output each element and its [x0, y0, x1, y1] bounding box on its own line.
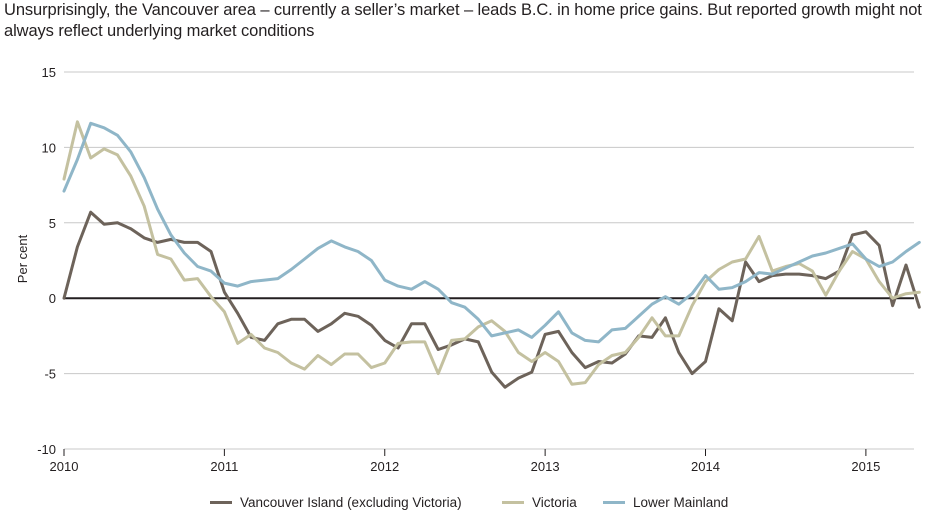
- y-tick-label: 10: [42, 140, 56, 155]
- legend-label-victoria: Victoria: [532, 494, 577, 510]
- legend-item-lower-mainland: Lower Mainland: [603, 491, 728, 513]
- legend-swatch-lower-mainland: [603, 500, 625, 504]
- x-tick-label: 2015: [851, 459, 880, 474]
- y-tick-label: -5: [44, 367, 56, 382]
- legend-swatch-vancouver-island: [210, 500, 232, 504]
- vancouver-island-line: [62, 210, 921, 389]
- x-tick-label: 2014: [691, 459, 720, 474]
- legend-label-lower-mainland: Lower Mainland: [633, 494, 729, 510]
- chart-svg: 15 10 5 0 -5 -10 2010 2011 2012 2013 2014 2015 Per …: [15, 65, 921, 474]
- y-tick-label: -10: [37, 442, 56, 457]
- x-tick-label: 2012: [370, 459, 399, 474]
- chart-title: Unsurprisingly, the Vancouver area – cur…: [4, 1, 922, 40]
- y-tick-label: 15: [42, 65, 56, 80]
- legend: Vancouver Island (excluding Victoria) Vi…: [0, 491, 938, 513]
- x-tick-label: 2013: [531, 459, 560, 474]
- axes: 15 10 5 0 -5 -10 2010 2011 2012 2013 2014 2015: [37, 65, 914, 474]
- x-tick-label: 2011: [210, 459, 238, 474]
- legend-swatch-victoria: [502, 500, 524, 504]
- series-lines: [62, 120, 921, 389]
- y-tick-label: 0: [49, 291, 56, 306]
- lower-mainland-line: [62, 121, 921, 344]
- y-tick-label: 5: [49, 216, 56, 231]
- grid-lines: [64, 71, 914, 450]
- legend-label-vancouver-island: Vancouver Island (excluding Victoria): [240, 494, 462, 510]
- y-axis-label: Per cent: [15, 234, 30, 283]
- legend-item-vancouver-island: Vancouver Island (excluding Victoria): [210, 491, 462, 513]
- legend-item-victoria: Victoria: [502, 491, 577, 513]
- x-tick-label: 2010: [50, 459, 79, 474]
- victoria-line: [62, 120, 921, 386]
